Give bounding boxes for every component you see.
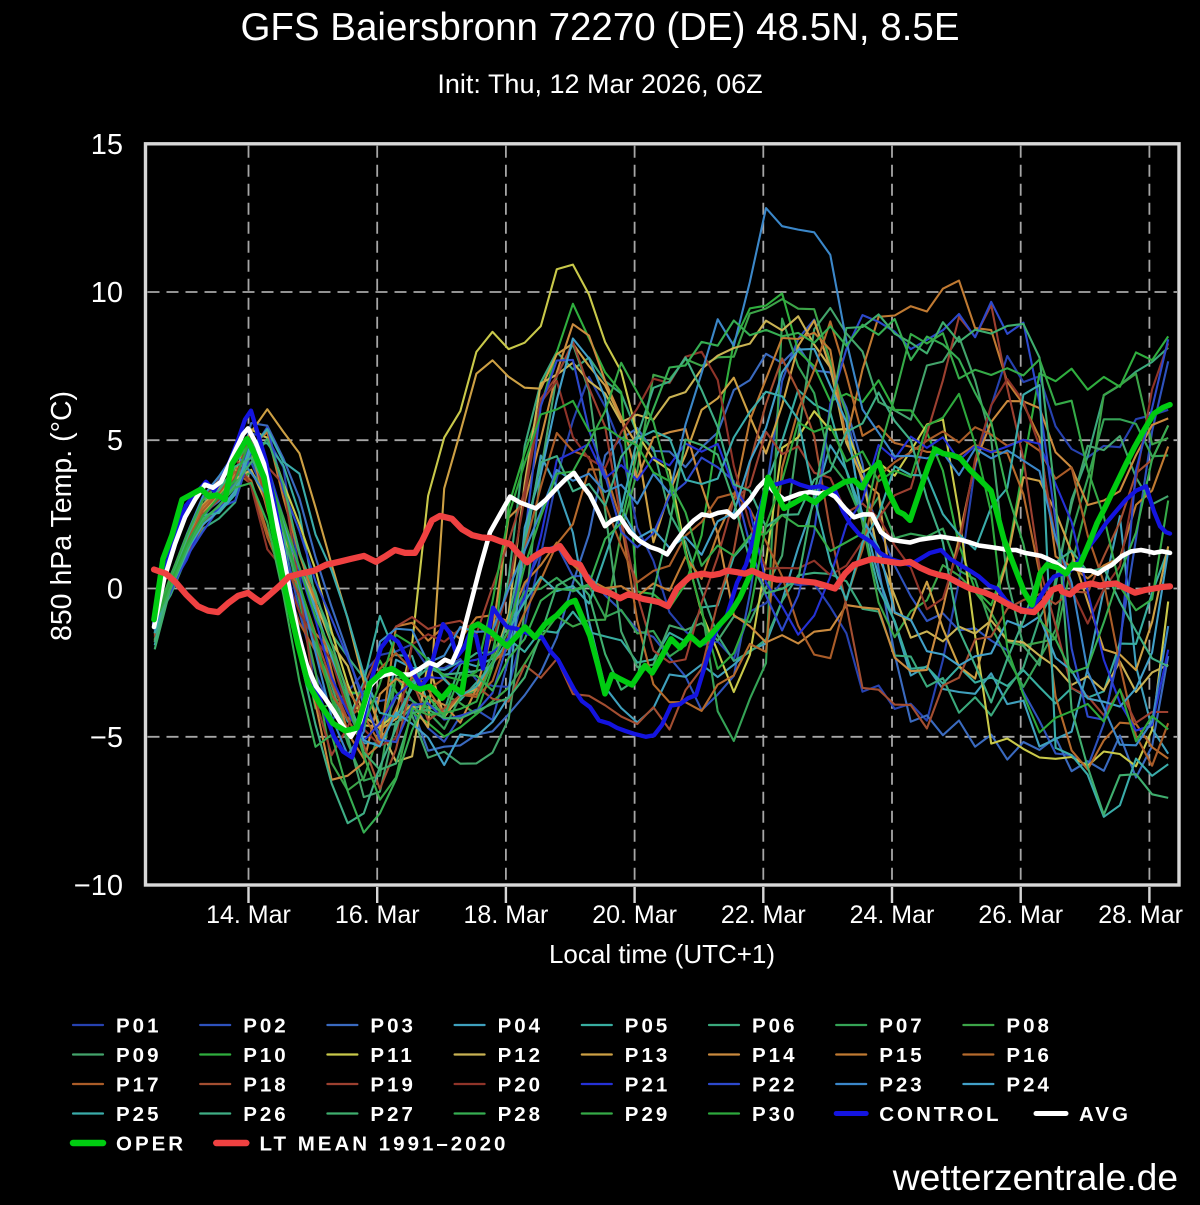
svg-text:P16: P16 — [1006, 1044, 1051, 1067]
svg-text:P09: P09 — [116, 1044, 161, 1067]
svg-text:P11: P11 — [370, 1044, 414, 1067]
svg-text:28. Mar: 28. Mar — [1098, 901, 1183, 929]
svg-text:P24: P24 — [1006, 1074, 1051, 1097]
svg-text:CONTROL: CONTROL — [879, 1103, 1001, 1126]
svg-text:−5: −5 — [90, 722, 123, 754]
svg-text:P06: P06 — [752, 1015, 797, 1038]
svg-text:GFS Baiersbronn 72270 (DE) 48.: GFS Baiersbronn 72270 (DE) 48.5N, 8.5E — [240, 6, 959, 49]
svg-text:Init: Thu, 12 Mar 2026, 06Z: Init: Thu, 12 Mar 2026, 06Z — [437, 69, 762, 99]
svg-text:P10: P10 — [243, 1044, 288, 1067]
svg-text:P18: P18 — [243, 1074, 288, 1097]
svg-text:P12: P12 — [498, 1044, 543, 1067]
svg-text:22. Mar: 22. Mar — [721, 901, 806, 929]
svg-text:26. Mar: 26. Mar — [978, 901, 1063, 929]
svg-text:P26: P26 — [243, 1103, 288, 1126]
svg-text:P30: P30 — [752, 1103, 797, 1126]
svg-text:LT MEAN 1991–2020: LT MEAN 1991–2020 — [260, 1133, 509, 1156]
svg-text:P05: P05 — [625, 1015, 670, 1038]
svg-text:20. Mar: 20. Mar — [592, 901, 677, 929]
svg-text:0: 0 — [107, 574, 123, 606]
svg-text:850 hPa Temp. (°C): 850 hPa Temp. (°C) — [46, 391, 78, 641]
svg-text:P08: P08 — [1006, 1015, 1051, 1038]
svg-text:Local time (UTC+1): Local time (UTC+1) — [549, 939, 775, 969]
svg-text:P29: P29 — [625, 1103, 670, 1126]
svg-text:P03: P03 — [370, 1015, 415, 1038]
svg-text:16. Mar: 16. Mar — [335, 901, 420, 929]
svg-text:P13: P13 — [625, 1044, 670, 1067]
svg-text:P02: P02 — [243, 1015, 288, 1038]
svg-text:P14: P14 — [752, 1044, 797, 1067]
svg-text:P17: P17 — [116, 1074, 161, 1097]
svg-text:P04: P04 — [498, 1015, 543, 1038]
svg-text:wetterzentrale.de: wetterzentrale.de — [892, 1156, 1178, 1198]
svg-text:OPER: OPER — [116, 1133, 186, 1156]
svg-text:10: 10 — [91, 277, 123, 309]
svg-text:P19: P19 — [370, 1074, 415, 1097]
svg-text:P15: P15 — [879, 1044, 924, 1067]
svg-text:AVG: AVG — [1079, 1103, 1131, 1126]
svg-text:P27: P27 — [370, 1103, 415, 1126]
svg-text:15: 15 — [91, 129, 123, 161]
svg-text:P23: P23 — [879, 1074, 924, 1097]
svg-text:P21: P21 — [625, 1074, 670, 1097]
svg-text:P01: P01 — [116, 1015, 161, 1038]
svg-text:14. Mar: 14. Mar — [206, 901, 291, 929]
svg-text:P25: P25 — [116, 1103, 161, 1126]
svg-text:P07: P07 — [879, 1015, 924, 1038]
svg-text:18. Mar: 18. Mar — [464, 901, 549, 929]
svg-text:P22: P22 — [752, 1074, 797, 1097]
svg-text:−10: −10 — [74, 870, 123, 902]
svg-text:P20: P20 — [498, 1074, 543, 1097]
svg-text:24. Mar: 24. Mar — [850, 901, 935, 929]
svg-text:P28: P28 — [498, 1103, 543, 1126]
svg-text:5: 5 — [107, 425, 123, 457]
